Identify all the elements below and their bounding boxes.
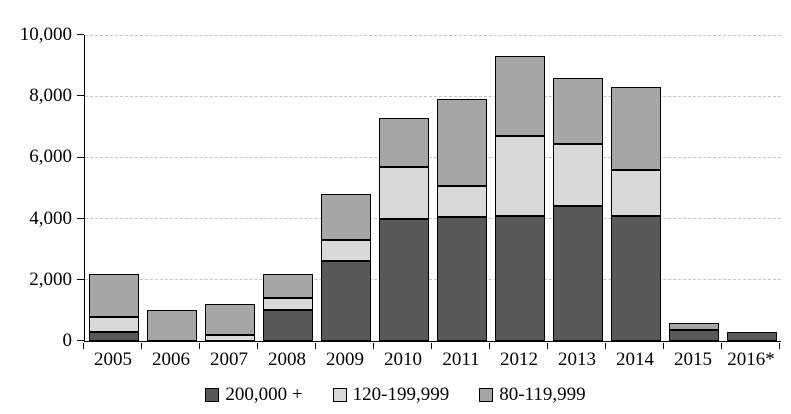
bar-segment (669, 330, 719, 341)
y-tick-label: 10,000 (19, 24, 72, 45)
x-axis-label: 2015 (674, 349, 712, 370)
chart-legend: 200,000 + 120-199,999 80-119,999 (0, 384, 791, 406)
y-axis-tick (77, 340, 84, 342)
legend-swatch (205, 388, 220, 402)
x-axis-tick (257, 342, 259, 349)
legend-label: 80-119,999 (499, 384, 586, 405)
x-axis-tick (199, 342, 201, 349)
x-axis-tick (141, 342, 143, 349)
y-axis-tick (77, 34, 84, 36)
bar-segment (89, 273, 139, 317)
x-axis-label: 2009 (326, 349, 364, 370)
x-axis-tick (83, 342, 85, 349)
legend-label: 120-199,999 (352, 384, 450, 405)
x-axis-tick (431, 342, 433, 349)
legend-item: 80-119,999 (479, 384, 586, 406)
y-axis-tick (77, 156, 84, 158)
x-axis-label: 2016* (727, 349, 775, 370)
bar-segment (89, 331, 139, 341)
bar-segment (321, 194, 371, 241)
bar-segment (727, 331, 777, 341)
bar-segment (437, 217, 487, 341)
bar-segment (321, 240, 371, 262)
gridline (85, 279, 781, 281)
bar-segment (553, 206, 603, 341)
y-tick-label: 8,000 (29, 85, 72, 107)
x-axis-label: 2005 (94, 349, 132, 370)
bar-segment (553, 143, 603, 207)
bar-segment (611, 215, 661, 341)
y-axis-tick (77, 279, 84, 281)
bar-segment (495, 136, 545, 216)
bar-segment (89, 316, 139, 332)
gridline (85, 95, 781, 97)
x-axis-label: 2007 (210, 349, 248, 370)
x-axis-tick (779, 342, 781, 349)
x-axis-tick (547, 342, 549, 349)
gridline (85, 34, 781, 36)
x-axis-label: 2010 (384, 349, 422, 370)
legend-item: 120-199,999 (332, 384, 450, 406)
bar-segment (263, 273, 313, 299)
gridline (85, 218, 781, 220)
x-axis-tick (315, 342, 317, 349)
x-axis-label: 2006 (152, 349, 190, 370)
x-axis-label: 2014 (616, 349, 654, 370)
bar-segment (611, 87, 661, 170)
bar-segment (669, 322, 719, 331)
y-axis-tick (77, 95, 84, 97)
x-axis-tick (373, 342, 375, 349)
plot-area (84, 34, 781, 342)
bar-segment (263, 310, 313, 341)
y-tick-label: 0 (62, 330, 73, 351)
bar-segment (611, 169, 661, 216)
x-axis-tick (605, 342, 607, 349)
gridline (85, 156, 781, 158)
y-tick-label: 6,000 (29, 146, 72, 168)
x-axis-label: 2011 (442, 349, 480, 370)
y-tick-label: 2,000 (29, 268, 72, 290)
bar-segment (437, 99, 487, 187)
bar-segment (379, 218, 429, 341)
y-tick-label: 4,000 (29, 207, 72, 229)
bar-segment (495, 56, 545, 136)
bar-segment (321, 261, 371, 341)
legend-swatch (479, 388, 494, 402)
bar-segment (147, 310, 197, 341)
legend-label: 200,000 + (225, 384, 303, 405)
legend-swatch (332, 388, 347, 402)
bar-segment (205, 334, 255, 341)
x-axis-tick (489, 342, 491, 349)
legend-item: 200,000 + (205, 384, 303, 406)
x-axis-tick (721, 342, 723, 349)
bar-segment (263, 298, 313, 311)
y-axis-tick (77, 217, 84, 219)
x-axis-label: 2013 (558, 349, 596, 370)
bar-segment (437, 186, 487, 218)
x-axis-label: 2008 (268, 349, 306, 370)
bar-segment (379, 117, 429, 167)
x-axis-label: 2012 (500, 349, 538, 370)
x-axis-tick (663, 342, 665, 349)
bar-segment (495, 215, 545, 341)
bar-segment (379, 166, 429, 219)
bar-segment (205, 304, 255, 335)
bar-segment (553, 77, 603, 144)
